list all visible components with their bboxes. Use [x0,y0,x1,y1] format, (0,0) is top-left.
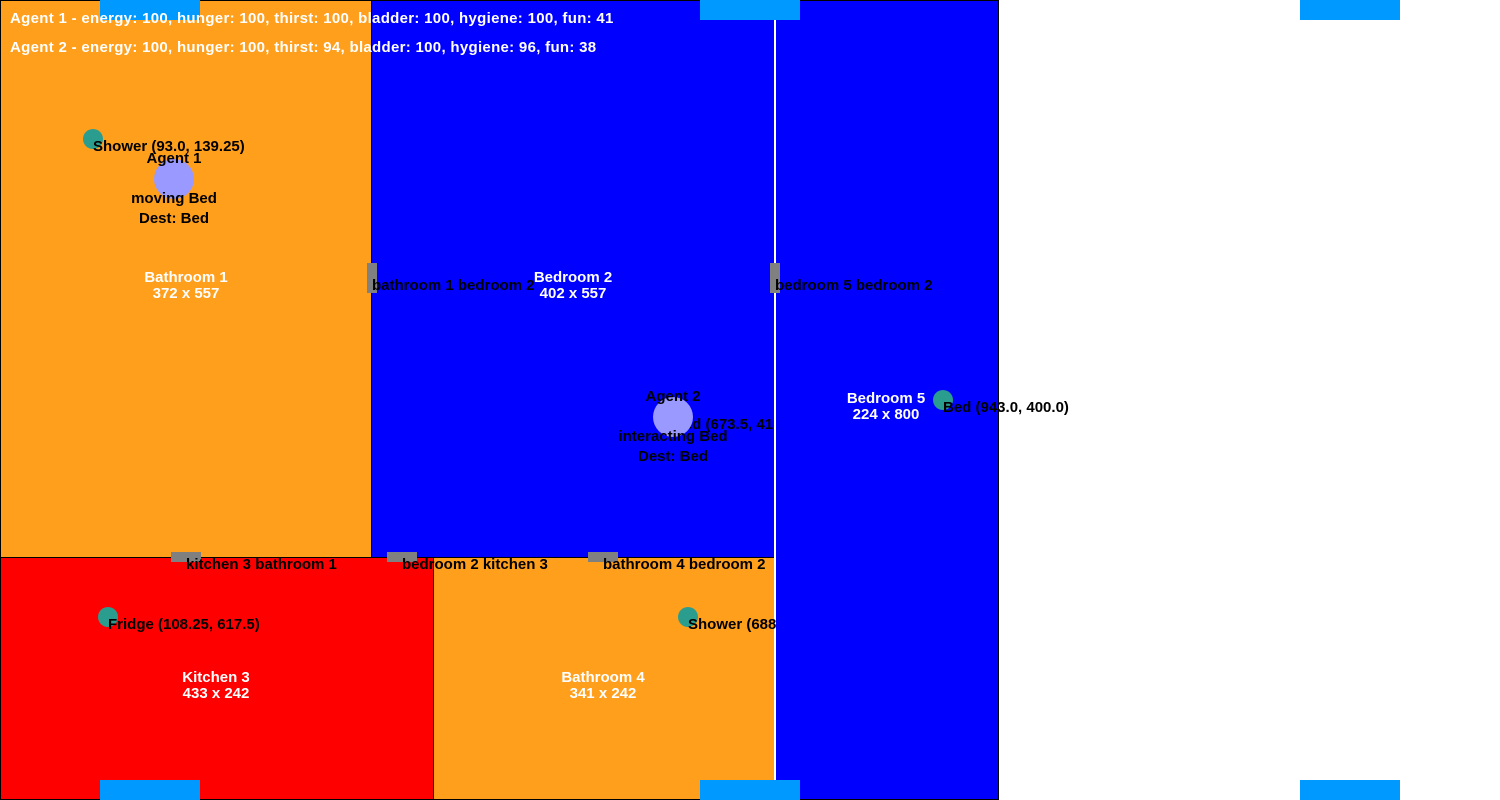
door-bedroom-2-kitchen-3 [387,552,417,562]
room-label-bedroom-2: Bedroom 2 402 x 557 [534,270,612,302]
room-bedroom-2 [371,0,775,558]
room-size: 341 x 242 [569,685,637,702]
room-bathroom-4 [433,557,775,800]
room-label-bathroom-4: Bathroom 4 341 x 242 [561,670,644,702]
agent-2-dest: Dest: Bed [637,448,709,465]
window-top-1 [100,0,200,20]
room-name: Kitchen 3 [182,669,250,686]
room-name: Bathroom 4 [561,669,645,686]
agent-1-stats: Agent 1 - energy: 100, hunger: 100, thir… [10,10,614,27]
room-size: 224 x 800 [852,406,920,423]
room-label-bathroom-1: Bathroom 1 372 x 557 [144,270,227,302]
window-top-2 [700,0,800,20]
object-bed-bedroom-5[interactable] [933,390,953,410]
room-name: Bedroom 5 [846,390,926,407]
door-label-bedroom-5-bedroom-2: bedroom 5 bedroom 2 [775,277,933,294]
room-size: 402 x 557 [539,285,607,302]
object-kitchen-3[interactable] [98,607,118,627]
room-kitchen-3 [0,557,434,800]
room-bathroom-1 [0,0,372,558]
agent-1-name: Agent 1 [146,150,202,167]
agent-2-name: Agent 2 [645,388,701,405]
object-bathroom-1[interactable] [83,129,103,149]
door-bathroom-1-bedroom-2 [367,263,377,293]
room-label-bedroom-5: Bedroom 5 224 x 800 [847,391,925,423]
wall-gap [774,0,776,780]
room-size: 433 x 242 [182,685,250,702]
door-label-kitchen-3-bathroom-1: kitchen 3 bathroom 1 [186,556,337,573]
door-label-bathroom-4-bedroom-2: bathroom 4 bedroom 2 [603,556,766,573]
agent-1-dest: Dest: Bed [138,210,210,227]
agent-2-status: interacting Bed [618,428,728,445]
window-top-3 [1300,0,1400,20]
window-bottom-2 [700,780,800,800]
object-label-kitchen-3: Fridge (108.25, 617.5) [108,616,260,633]
agent-2-stats: Agent 2 - energy: 100, hunger: 100, thir… [10,39,597,56]
door-label-bathroom-1-bedroom-2: bathroom 1 bedroom 2 [372,277,535,294]
window-bottom-1 [100,780,200,800]
door-bedroom-5-bedroom-2 [770,263,780,293]
room-label-kitchen-3: Kitchen 3 433 x 242 [182,670,250,702]
window-bottom-3 [1300,780,1400,800]
door-kitchen-3-bathroom-1 [171,552,201,562]
object-label-bed-bedroom-5: Bed (943.0, 400.0) [943,399,1069,416]
door-bathroom-4-bedroom-2 [588,552,618,562]
object-label-bathroom-4: Shower (688 [688,616,777,633]
object-bathroom-4[interactable] [678,607,698,627]
object-label-bathroom-1: Shower (93.0, 139.25) [93,138,245,155]
agent-2[interactable] [653,397,693,437]
object-label-bed-bedroom-2: Bed (673.5, 417.5) [673,416,773,433]
room-name: Bedroom 2 [533,269,613,286]
room-name: Bathroom 1 [144,269,228,286]
agent-1-status: moving Bed [131,190,217,207]
agent-1[interactable] [154,159,194,199]
room-size: 372 x 557 [152,285,220,302]
door-label-bedroom-2-kitchen-3: bedroom 2 kitchen 3 [402,556,548,573]
